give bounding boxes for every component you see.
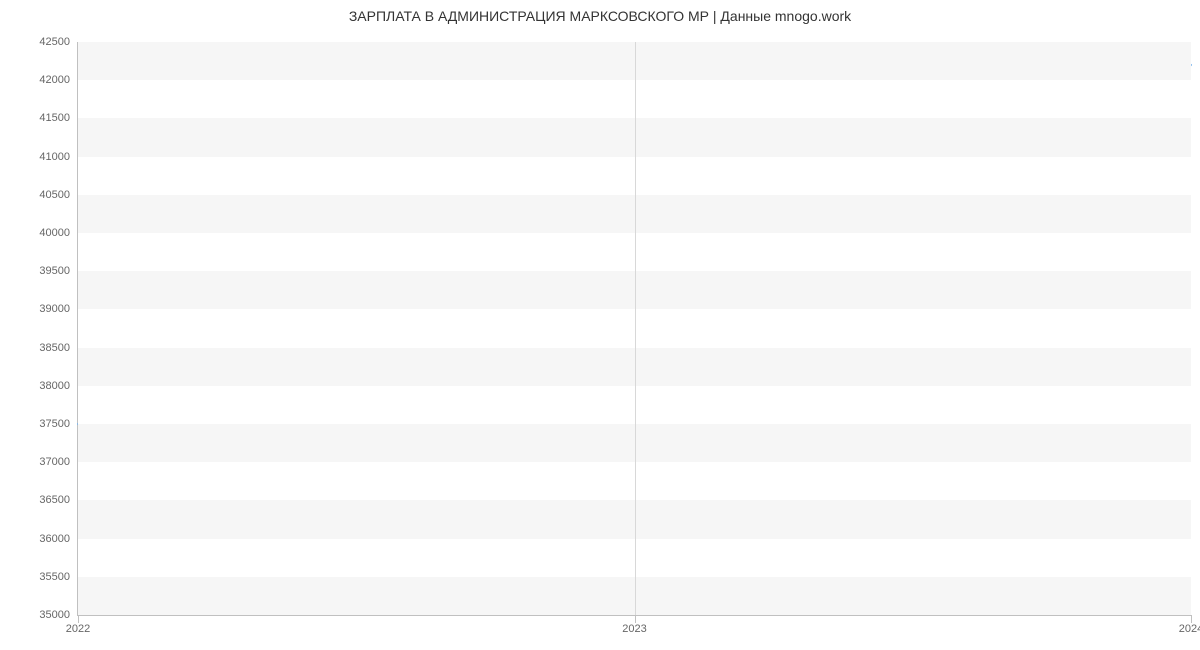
x-grid-line [635,42,636,615]
y-tick-label: 36000 [39,533,78,545]
y-tick-label: 39500 [39,265,78,277]
y-tick-label: 41500 [39,112,78,124]
plot-area: 3500035500360003650037000375003800038500… [77,42,1191,616]
y-tick-label: 42000 [39,74,78,86]
x-tick-label: 2022 [66,615,90,635]
chart-title: ЗАРПЛАТА В АДМИНИСТРАЦИЯ МАРКСОВСКОГО МР… [0,8,1200,24]
y-tick-label: 39000 [39,303,78,315]
y-tick-label: 38500 [39,342,78,354]
y-tick-label: 35500 [39,571,78,583]
y-tick-label: 37500 [39,418,78,430]
y-tick-label: 40000 [39,227,78,239]
salary-line-chart: ЗАРПЛАТА В АДМИНИСТРАЦИЯ МАРКСОВСКОГО МР… [0,0,1200,650]
y-tick-label: 36500 [39,494,78,506]
y-tick-label: 37000 [39,456,78,468]
y-tick-label: 41000 [39,151,78,163]
y-tick-label: 38000 [39,380,78,392]
y-tick-label: 42500 [39,36,78,48]
y-tick-label: 40500 [39,189,78,201]
x-tick-label: 2023 [622,615,646,635]
x-tick-label: 2024 [1179,615,1200,635]
